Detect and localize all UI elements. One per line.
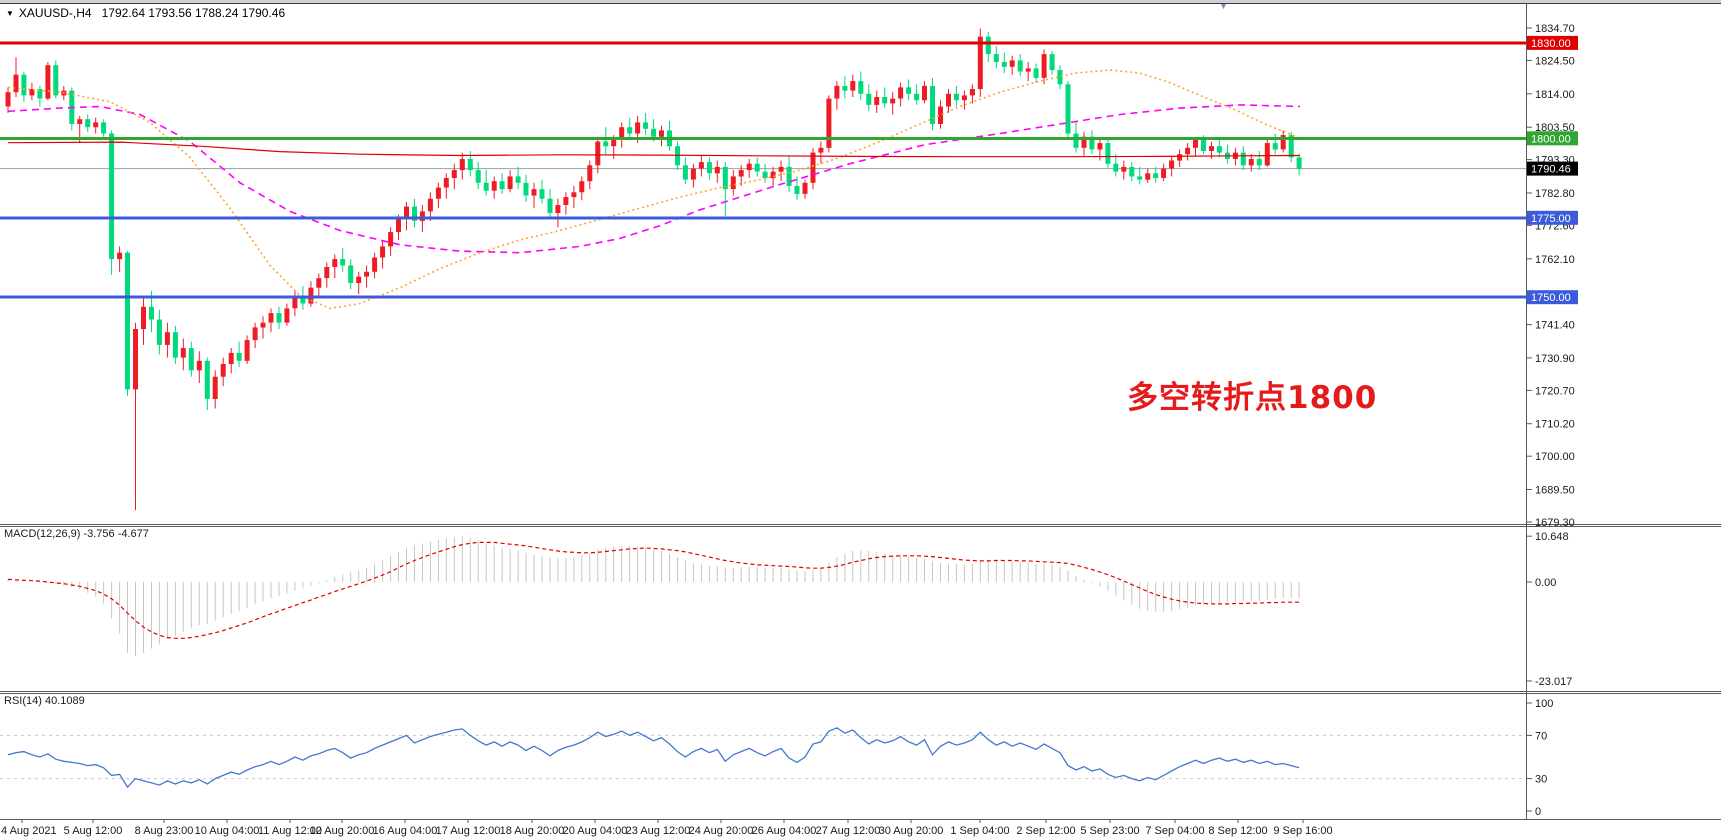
macd-tick-label: 0.00 xyxy=(1535,577,1556,589)
price-tick-label: 1803.50 xyxy=(1535,122,1575,134)
ma-long-red xyxy=(7,141,1301,158)
time-tick-label: 20 Aug 04:00 xyxy=(563,825,628,837)
chart-annotation-text: 多空转折点1800 xyxy=(1127,380,1378,416)
price-tick-label: 1782.80 xyxy=(1535,188,1575,200)
price-tick-label: 1834.70 xyxy=(1535,23,1575,35)
symbol-dropdown-icon[interactable]: ▼ xyxy=(6,9,14,18)
macd-scale: 10.648 0.00 -23.017 xyxy=(1527,531,1572,688)
macd-tick-label: -23.017 xyxy=(1535,676,1572,688)
price-badge-label: 1775.00 xyxy=(1531,213,1571,225)
price-tick-label: 1762.10 xyxy=(1535,254,1575,266)
price-badge-label: 1830.00 xyxy=(1531,38,1571,50)
time-tick-label: 5 Aug 12:00 xyxy=(64,825,123,837)
price-tick-label: 1814.00 xyxy=(1535,89,1575,101)
macd-indicator-label: MACD(12,26,9) -3.756 -4.677 xyxy=(4,528,149,540)
time-tick-label: 26 Aug 04:00 xyxy=(752,825,817,837)
window-top-edge xyxy=(0,0,1721,4)
price-badge-label: 1790.46 xyxy=(1531,164,1571,176)
time-tick-label: 2 Sep 12:00 xyxy=(1016,825,1075,837)
horizontal-level-lines[interactable] xyxy=(0,41,1526,299)
time-tick-label: 9 Sep 16:00 xyxy=(1273,825,1332,837)
rsi-scale: 100 70 30 0 xyxy=(1527,698,1553,818)
price-tick-label: 1741.40 xyxy=(1535,320,1575,332)
time-tick-label: 8 Sep 12:00 xyxy=(1208,825,1267,837)
pane-borders xyxy=(0,3,1721,820)
time-tick-label: 1 Sep 04:00 xyxy=(950,825,1009,837)
price-tick-label: 1730.90 xyxy=(1535,353,1575,365)
rsi-tick-label: 100 xyxy=(1535,698,1553,710)
time-tick-label: 10 Aug 04:00 xyxy=(195,825,260,837)
time-tick-label: 24 Aug 20:00 xyxy=(689,825,754,837)
time-tick-label: 30 Aug 20:00 xyxy=(879,825,944,837)
time-tick-label: 23 Aug 12:00 xyxy=(626,825,691,837)
ohlc-readout: 1792.64 1793.56 1788.24 1790.46 xyxy=(101,6,286,20)
macd-histogram xyxy=(7,536,1300,656)
chart-title-bar: ▼ XAUUSD-,H4 1792.64 1793.56 1788.24 1790.… xyxy=(6,6,285,20)
candles-layer xyxy=(5,28,1302,511)
rsi-indicator-label: RSI(14) 40.1089 xyxy=(4,695,85,707)
time-tick-label: 27 Aug 12:00 xyxy=(816,825,881,837)
rsi-tick-label: 30 xyxy=(1535,774,1547,786)
price-tick-label: 1824.50 xyxy=(1535,55,1575,67)
macd-signal-line xyxy=(7,541,1300,639)
rsi-level-gridlines xyxy=(0,734,1526,780)
rsi-tick-label: 70 xyxy=(1535,730,1547,742)
time-tick-label: 4 Aug 2021 xyxy=(1,825,57,837)
ma-fast-orange xyxy=(7,69,1301,310)
price-badge-label: 1750.00 xyxy=(1531,292,1571,304)
time-tick-label: 11 Aug 12:00 xyxy=(258,825,322,837)
scroll-to-end-icon[interactable]: ▼ xyxy=(1219,1,1228,11)
price-tick-label: 1689.50 xyxy=(1535,485,1575,497)
price-scale[interactable]: 1834.701824.501814.001803.501793.301782.… xyxy=(1527,23,1575,529)
time-tick-label: 18 Aug 20:00 xyxy=(500,825,565,837)
rsi-tick-label: 0 xyxy=(1535,806,1541,818)
price-badge-label: 1800.00 xyxy=(1531,133,1571,145)
price-tick-label: 1720.70 xyxy=(1535,385,1575,397)
price-tick-label: 1679.30 xyxy=(1535,517,1575,529)
symbol-timeframe-label: XAUUSD-,H4 xyxy=(18,6,92,20)
time-tick-label: 16 Aug 04:00 xyxy=(373,825,438,837)
time-tick-label: 12 Aug 20:00 xyxy=(310,825,375,837)
time-tick-label: 7 Sep 04:00 xyxy=(1145,825,1204,837)
price-tick-label: 1700.00 xyxy=(1535,451,1575,463)
time-tick-label: 8 Aug 23:00 xyxy=(135,825,194,837)
time-tick-label: 17 Aug 12:00 xyxy=(436,825,501,837)
rsi-line xyxy=(7,727,1300,789)
time-scale[interactable]: 4 Aug 2021 5 Aug 12:00 8 Aug 23:00 10 Aug 0… xyxy=(1,820,1333,837)
price-tick-label: 1710.20 xyxy=(1535,419,1575,431)
time-tick-label: 5 Sep 23:00 xyxy=(1080,825,1139,837)
macd-tick-label: 10.648 xyxy=(1535,531,1569,543)
price-badges: 1830.00 1800.00 1790.46 1775.00 1750.00 xyxy=(1527,35,1578,305)
